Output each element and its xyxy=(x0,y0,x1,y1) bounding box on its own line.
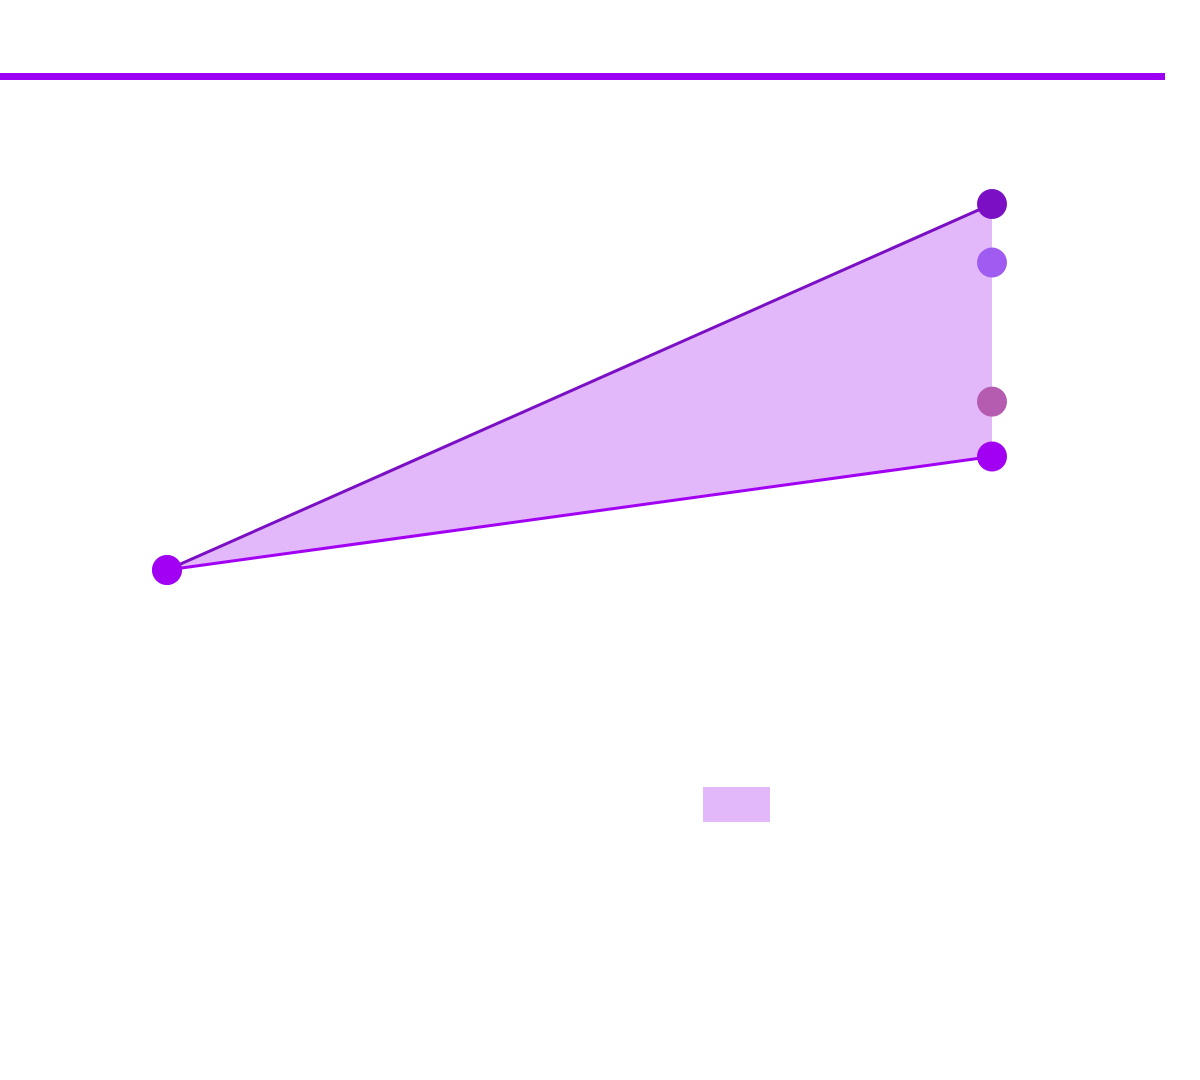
point xyxy=(977,441,1007,472)
point xyxy=(977,386,1007,417)
top-rule xyxy=(0,73,1165,80)
series-line xyxy=(166,455,993,572)
point xyxy=(977,247,1007,278)
legend-swatch xyxy=(703,787,770,822)
point xyxy=(152,555,182,585)
point xyxy=(977,189,1007,219)
series-line xyxy=(166,202,993,572)
